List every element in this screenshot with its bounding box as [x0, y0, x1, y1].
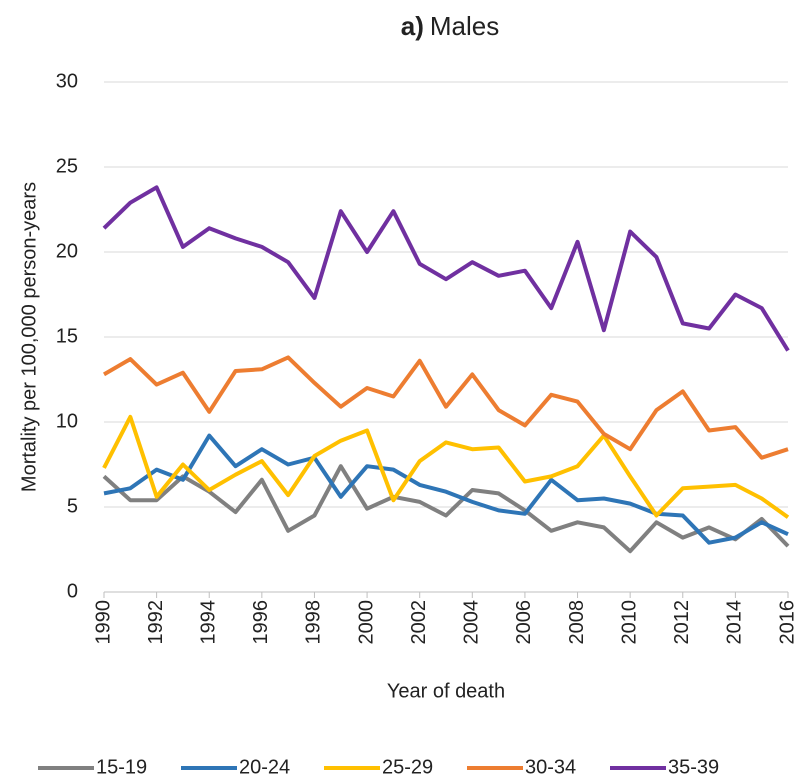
- y-axis-label: Mortality per 100,000 person-years: [18, 182, 40, 492]
- y-tick-label: 5: [67, 495, 78, 517]
- x-tick-label: 2014: [724, 600, 746, 645]
- chart-title: a) Males: [401, 11, 499, 41]
- x-tick-label: 2004: [461, 600, 483, 645]
- x-tick-label: 1992: [145, 600, 167, 645]
- y-tick-label: 15: [56, 325, 78, 347]
- title-text: Males: [430, 11, 499, 41]
- data-line: [102, 414, 790, 519]
- legend-label: 30-34: [525, 756, 576, 778]
- x-tick-label: 2012: [671, 600, 693, 645]
- legend-label: 15-19: [96, 756, 147, 778]
- x-axis-label: Year of death: [387, 680, 505, 702]
- y-tick-label: 0: [67, 580, 78, 602]
- x-tick-label: 2016: [776, 600, 798, 645]
- x-tick-label: 1998: [303, 600, 325, 645]
- legend-label: 20-24: [239, 756, 290, 778]
- x-tick-label: 1996: [250, 600, 272, 645]
- legend-label: 35-39: [668, 756, 719, 778]
- y-tick-label: 20: [56, 240, 78, 262]
- x-tick-label: 1994: [198, 600, 220, 645]
- data-line: [102, 355, 789, 460]
- x-tick-label: 2000: [355, 600, 377, 645]
- data-line: [102, 464, 790, 554]
- legend-label: 25-29: [382, 756, 433, 778]
- y-tick-label: 10: [56, 410, 78, 432]
- x-tick-label: 1990: [92, 600, 114, 645]
- y-tick-label: 30: [56, 70, 78, 92]
- y-tick-label: 25: [56, 155, 78, 177]
- x-tick-label: 2006: [513, 600, 535, 645]
- data-line: [103, 433, 789, 545]
- panel-label: a): [401, 11, 424, 41]
- x-tick-label: 2010: [618, 600, 640, 645]
- data-line: [102, 185, 790, 352]
- x-tick-label: 2002: [408, 600, 430, 645]
- x-tick-label: 2008: [566, 600, 588, 645]
